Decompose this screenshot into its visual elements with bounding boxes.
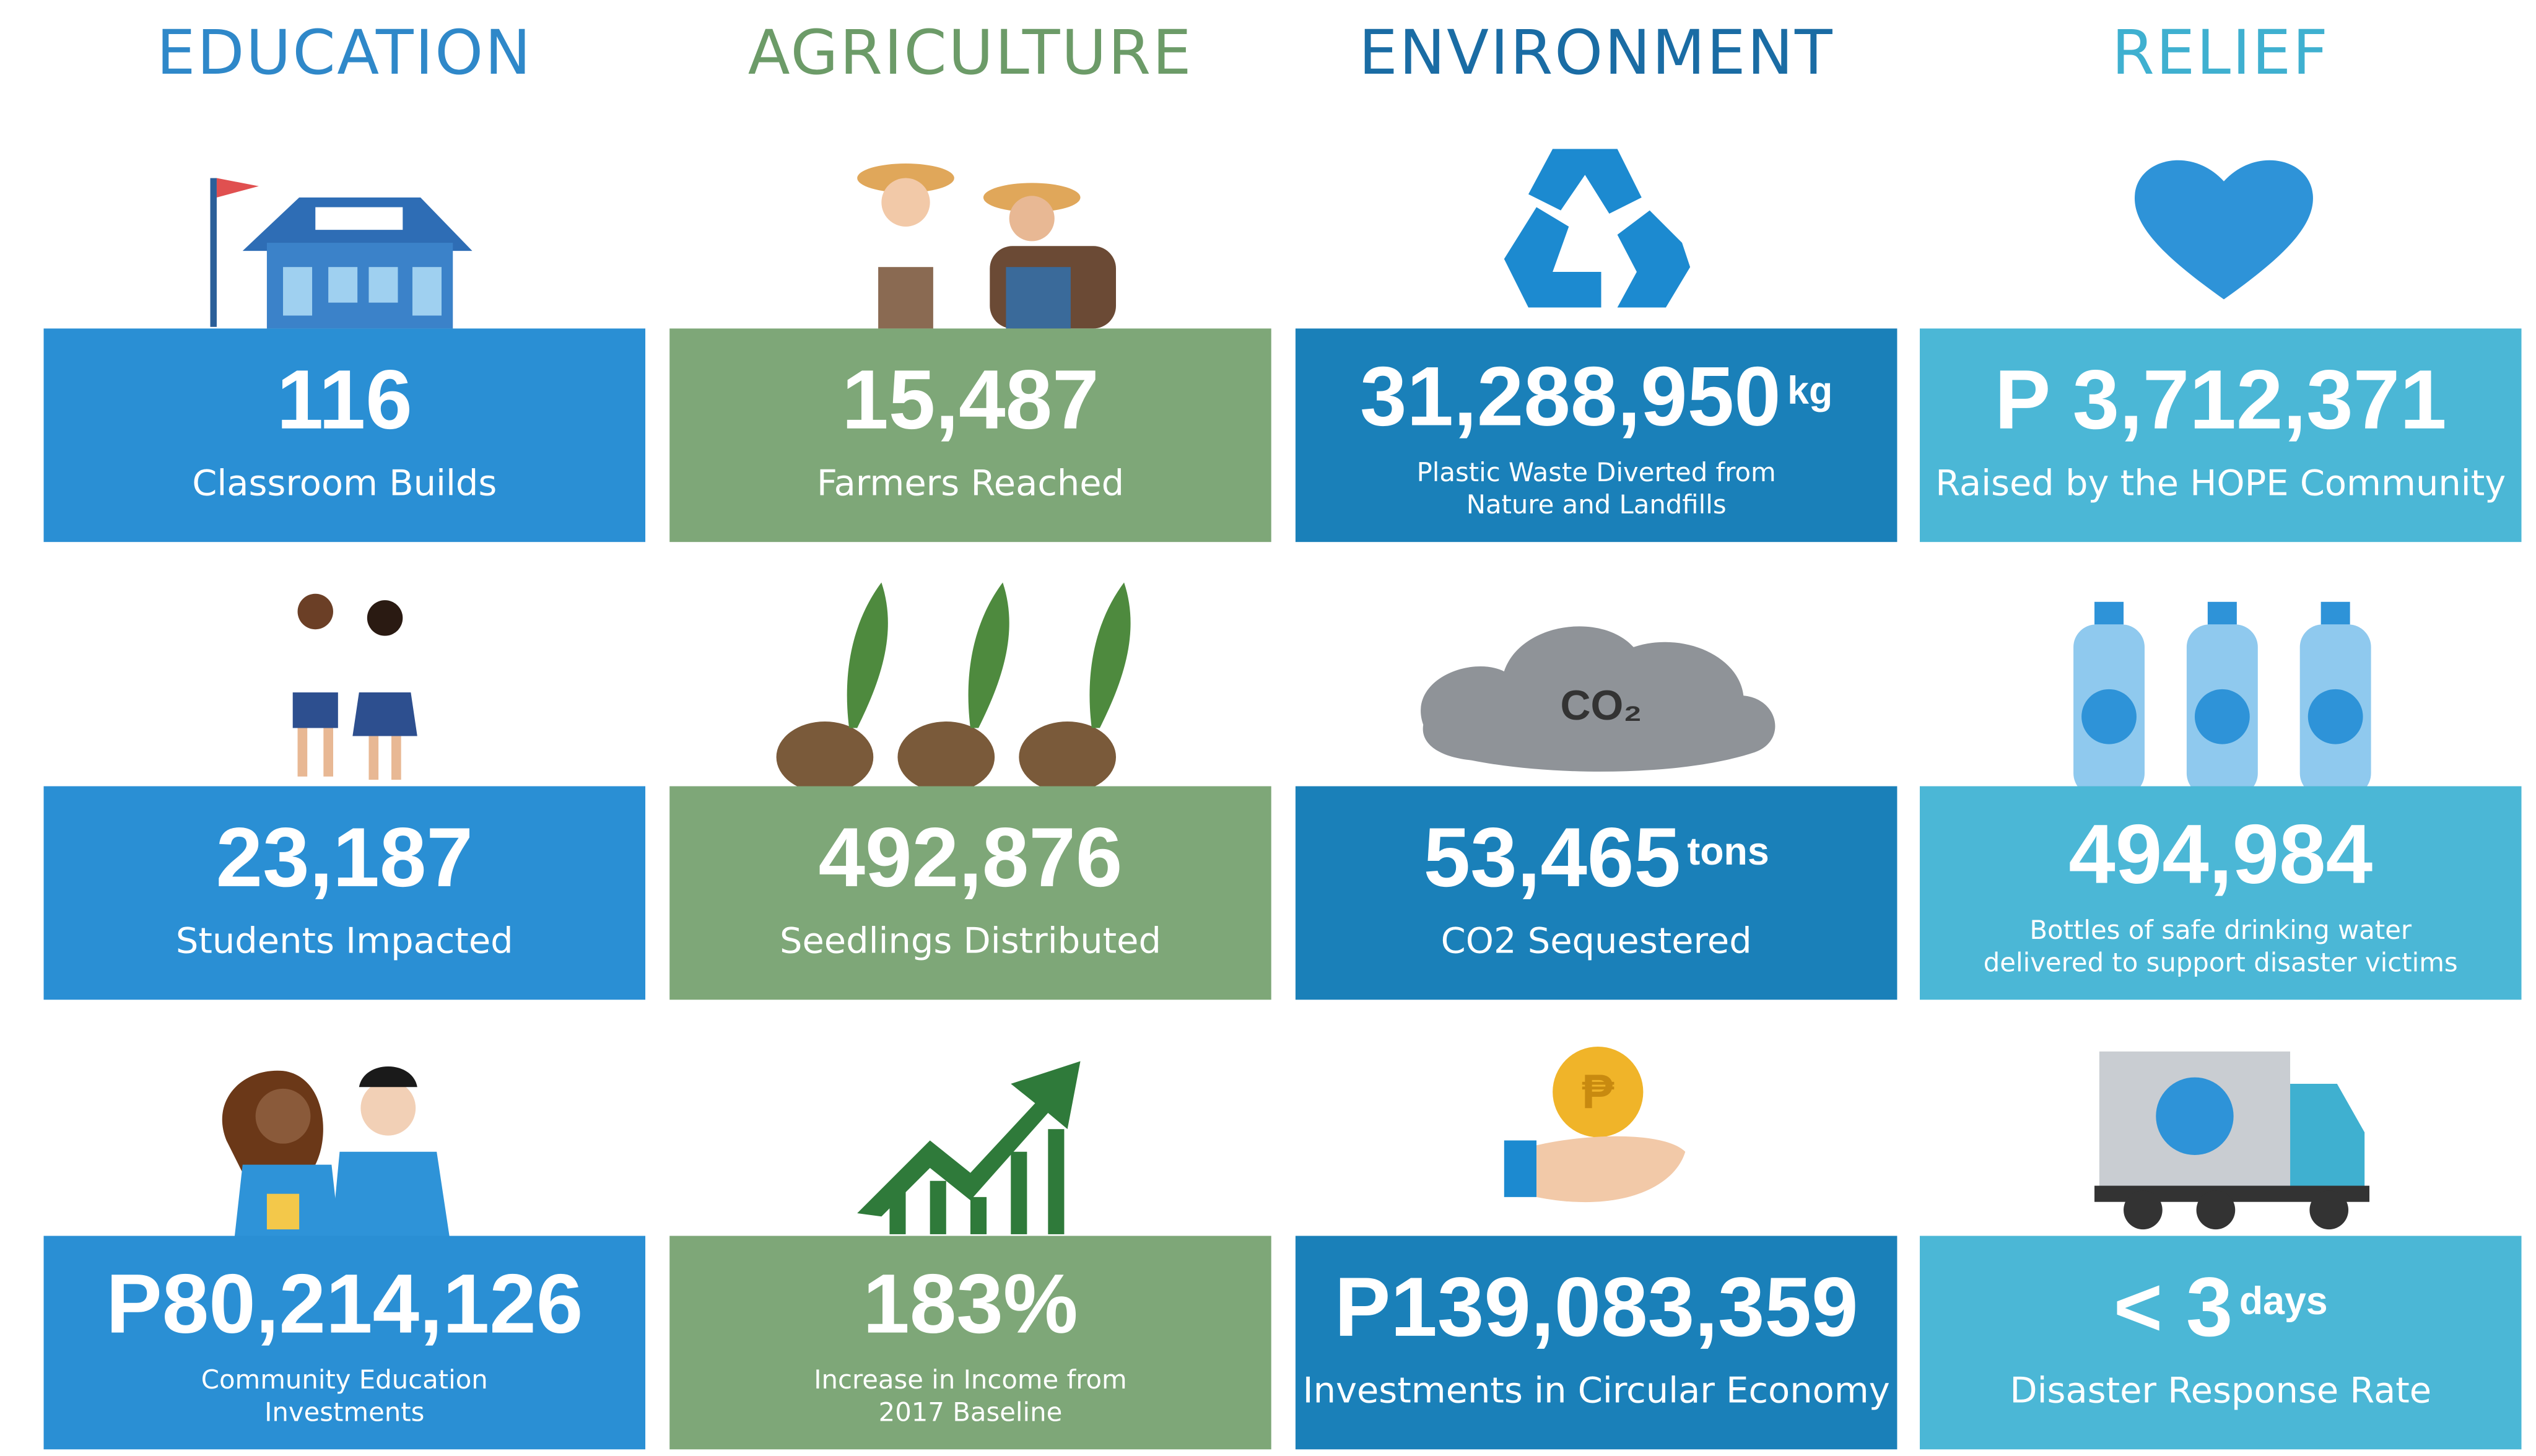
stat-label: Seedlings Distributed [780,920,1161,961]
stat-value: 15,487 [842,352,1099,447]
value-text: 31,288,950 [1360,349,1781,443]
stat-value: 31,288,950 kg [1360,349,1832,443]
column-title: AGRICULTURE [748,17,1193,89]
stat-label: Plastic Waste Diverted from [1417,457,1776,487]
stat-card [1919,328,2522,543]
school-icon [210,178,473,329]
stat-value: P139,083,359 [1335,1260,1858,1354]
value-text: 183% [863,1257,1078,1351]
recycle-icon [1504,149,1691,308]
value-text: P80,214,126 [106,1257,583,1351]
stat-card [669,1236,1271,1450]
stat-label: Students Impacted [176,920,513,961]
value-text: 23,187 [216,810,473,904]
cloud-icon: CO₂ [1421,626,1776,772]
stat-label: Community Education [201,1364,488,1395]
value-text: 53,465 [1424,810,1681,904]
stat-label: Investments [264,1397,424,1427]
value-text: P139,083,359 [1335,1260,1858,1354]
students-icon [292,593,417,780]
stat-label: Raised by the HOPE Community [1935,462,2506,503]
stat-card [1295,786,1898,1000]
stat-value: P 3,712,371 [1995,352,2447,447]
stat-label: Investments in Circular Economy [1303,1369,1890,1411]
value-text: 494,984 [2068,807,2373,901]
stat-card [43,328,646,543]
couple-icon [222,1066,450,1238]
column-title: ENVIRONMENT [1359,17,1834,89]
svg-text:CO₂: CO₂ [1560,682,1642,729]
heart-icon [2134,160,2313,300]
column-title: EDUCATION [157,17,533,89]
stat-card [1295,328,1898,543]
stat-label: Disaster Response Rate [2010,1369,2431,1411]
stat-value: 23,187 [216,810,473,904]
value-text: 15,487 [842,352,1099,447]
stat-label: Increase in Income from [814,1364,1127,1395]
unit-text: tons [1687,830,1769,873]
stat-label: Nature and Landfills [1466,489,1727,520]
unit-text: days [2239,1279,2328,1323]
seedlings-icon [776,582,1131,793]
stat-value: 183% [863,1257,1078,1351]
value-text: 492,876 [819,810,1123,904]
stat-value: 53,465 tons [1424,810,1769,904]
stat-label: Farmers Reached [817,462,1124,503]
stat-label: CO2 Sequestered [1441,920,1752,961]
stat-label: Classroom Builds [192,462,497,503]
stat-label: Bottles of safe drinking water [2029,915,2412,945]
value-text: P 3,712,371 [1995,352,2447,447]
stat-label: delivered to support disaster victims [1984,947,2458,977]
stat-card [43,786,646,1000]
stat-value: 494,984 [2068,807,2373,901]
stat-value: < 3 days [2114,1260,2328,1354]
coin-hand-icon: ₱ [1504,1046,1686,1203]
stat-card [43,1236,646,1450]
svg-text:₱: ₱ [1582,1064,1614,1118]
stat-card [1295,1236,1898,1450]
stat-card [669,786,1271,1000]
stat-card [1919,1236,2522,1450]
stat-label: 2017 Baseline [879,1397,1063,1427]
unit-text: kg [1787,368,1832,412]
bottles-icon [2073,601,2371,796]
stat-value: 492,876 [819,810,1123,904]
stat-card [1919,786,2522,1000]
stat-value: 116 [277,352,412,447]
truck-icon [2094,1051,2370,1230]
growth-icon [857,1061,1081,1234]
stat-card [669,328,1271,543]
stat-value: P80,214,126 [106,1257,583,1351]
value-text: < 3 [2114,1260,2233,1354]
value-text: 116 [277,352,412,447]
column-title: RELIEF [2112,17,2330,89]
farmers-icon [857,163,1117,329]
